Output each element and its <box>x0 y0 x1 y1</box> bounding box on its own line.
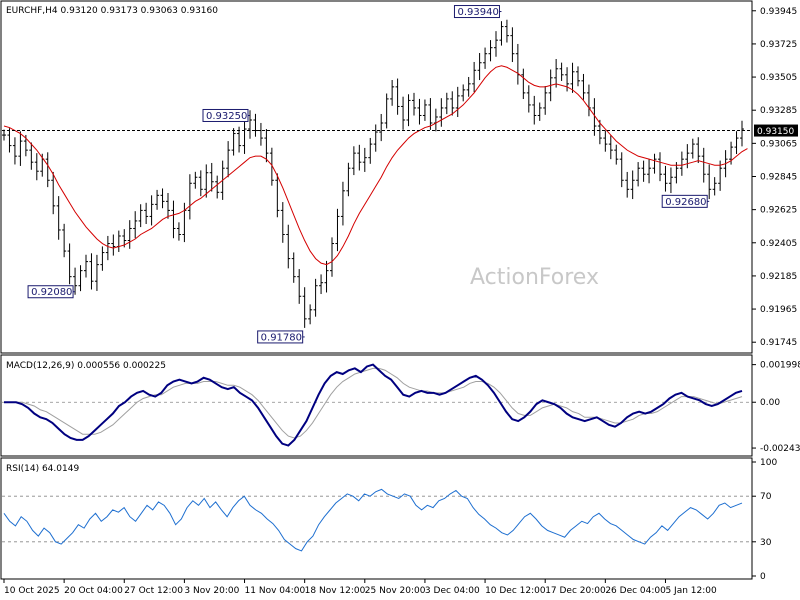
time-tick-label: 10 Dec 12:00 <box>485 586 546 596</box>
price-tick-label: 0.92845 <box>760 172 797 182</box>
macd-panel-frame <box>0 354 753 457</box>
time-tick-label: 25 Nov 20:00 <box>365 586 426 596</box>
price-panel-frame <box>0 0 753 354</box>
price-layer: 0.93940 0.93250 0.92080 0.91780 0.92680 <box>2 5 752 344</box>
macd-layer <box>2 363 752 447</box>
price-callout-label: 0.91780 <box>261 332 302 343</box>
rsi-tick-label: 70 <box>760 492 772 502</box>
price-tick-label: 0.91965 <box>760 305 797 315</box>
price-callout-label: 0.92680 <box>665 197 706 208</box>
price-tick-label: 0.93065 <box>760 139 797 149</box>
price-tick-label: 0.92625 <box>760 206 797 216</box>
time-tick-label: 10 Oct 2025 <box>4 586 60 596</box>
macd-tick-label: -0.002434 <box>760 444 800 454</box>
rsi-panel-title: RSI(14) 64.0149 <box>6 464 79 474</box>
rsi-tick-label: 30 <box>760 538 772 548</box>
current-price-box <box>754 124 798 137</box>
rsi-tick-label: 0 <box>760 572 766 582</box>
time-tick-label: 11 Nov 04:00 <box>245 586 306 596</box>
rsi-line <box>3 488 743 552</box>
price-tick-label: 0.93285 <box>760 106 797 116</box>
watermark-logo: ActionForex <box>470 265 599 290</box>
time-tick-label: 26 Dec 04:00 <box>605 586 666 596</box>
macd-tick-label: 0.001998 <box>760 361 800 371</box>
time-tick-label: 3 Nov 20:00 <box>184 586 239 596</box>
macd-signal-line <box>4 367 743 439</box>
rsi-tick-label: 100 <box>760 458 777 468</box>
macd-line <box>4 363 743 447</box>
price-tick-label: 0.93505 <box>760 73 797 83</box>
moving-average-line <box>3 65 748 266</box>
time-tick-label: 20 Oct 04:00 <box>64 586 123 596</box>
current-price-label: 0.93150 <box>757 127 794 137</box>
price-callout-label: 0.92080 <box>31 287 72 298</box>
price-callout-label: 0.93940 <box>457 7 498 18</box>
rsi-layer <box>2 488 752 552</box>
rsi-panel-frame <box>0 457 753 580</box>
time-tick-label: 27 Oct 12:00 <box>124 586 183 596</box>
time-tick-label: 5 Jan 12:00 <box>665 586 717 596</box>
price-tick-label: 0.92405 <box>760 239 797 249</box>
time-tick-label: 17 Dec 20:00 <box>545 586 606 596</box>
price-tick-label: 0.91745 <box>760 338 797 348</box>
price-tick-label: 0.92185 <box>760 272 797 282</box>
price-tick-label: 0.93945 <box>760 7 797 17</box>
macd-tick-label: 0.00 <box>760 398 780 408</box>
price-panel-title: EURCHF,H4 0.93120 0.93173 0.93063 0.9316… <box>6 6 218 16</box>
time-tick-label: 3 Dec 04:00 <box>425 586 480 596</box>
price-callout-label: 0.93250 <box>206 111 247 122</box>
price-tick-label: 0.93725 <box>760 40 797 50</box>
macd-panel-title: MACD(12,26,9) 0.000556 0.000225 <box>6 361 166 371</box>
time-tick-label: 18 Nov 12:00 <box>305 586 366 596</box>
axis-layer: 0.93150 0.93945 0.93725 0.93505 0.93285 0.930… <box>3 7 800 596</box>
